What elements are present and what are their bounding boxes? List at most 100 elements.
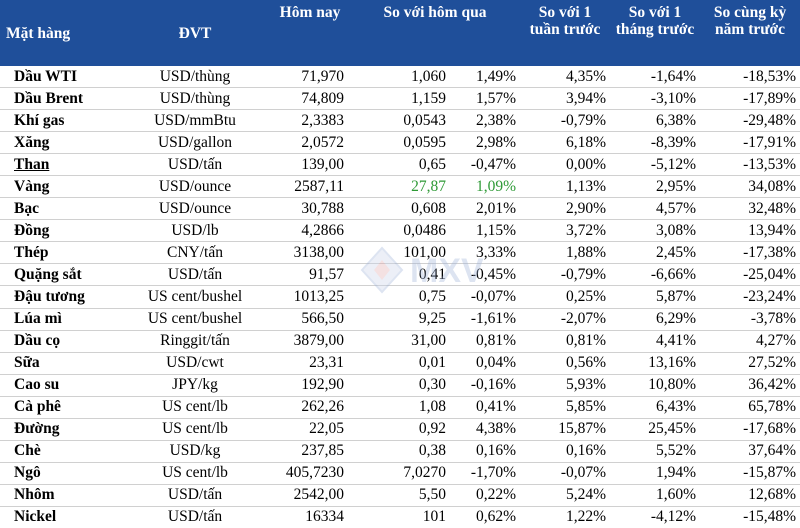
cell-unit: USD/thùng [120, 87, 270, 110]
cell-today: 237,85 [270, 439, 350, 463]
cell-unit: US cent/lb [120, 395, 270, 419]
table-row: Bạc USD/ounce 30,788 0,608 2,01% 2,90% 4,57% 32… [0, 197, 800, 220]
header-vs-yesterday[interactable]: So với hôm qua [350, 0, 521, 66]
cell-year: -17,38% [700, 241, 800, 264]
cell-change-pct: 1,57% [450, 87, 521, 110]
cell-change-pct: 0,62% [450, 505, 521, 528]
header-vs-month[interactable]: So với 1 tháng trước [610, 0, 701, 66]
cell-change: 1,060 [411, 67, 446, 85]
cell-change: 1,08 [350, 395, 450, 419]
cell-month: 6,29% [610, 307, 701, 331]
cell-item: Chè [0, 439, 120, 463]
cell-item: Cà phê [0, 395, 120, 419]
cell-month: -6,66% [610, 263, 701, 286]
cell-month: -1,64% [650, 67, 697, 85]
cell-change-pct: 0,41% [450, 395, 521, 419]
cell-week: 4,35% [565, 67, 607, 85]
cell-week: 5,93% [520, 373, 611, 397]
cell-year: 37,64% [700, 439, 800, 463]
cell-week: 1,88% [520, 241, 611, 264]
cell-item: Cao su [0, 373, 120, 397]
cell-item: Khí gas [0, 109, 120, 132]
header-vs-year[interactable]: So cùng kỳ năm trước [700, 0, 800, 66]
cell-unit: USD/gallon [120, 131, 270, 154]
cell-week: 0,81% [520, 329, 611, 353]
header-unit[interactable]: ĐVT [120, 0, 270, 66]
cell-week: 0,16% [520, 439, 611, 463]
cell-today: 91,57 [270, 263, 350, 286]
cell-month: 6,43% [610, 395, 701, 419]
cell-unit: USD/tấn [120, 263, 270, 286]
header-vs-week[interactable]: So với 1 tuần trước [520, 0, 611, 66]
cell-change: 0,01 [350, 351, 450, 375]
header-row: Mặt hàng ĐVT Hôm nay So với hôm qua So v… [0, 0, 800, 66]
cell-year: -17,68% [700, 417, 800, 441]
table-body: Dầu WTI USD/thùng 71,970 1,060 1,49% 4,35% -1,… [0, 66, 800, 528]
cell-item: Dầu cọ [0, 329, 120, 353]
cell-change: 7,0270 [350, 461, 450, 485]
table-header: Mặt hàng ĐVT Hôm nay So với hôm qua So v… [0, 0, 800, 66]
cell-unit: US cent/bushel [120, 285, 270, 309]
cell-unit: US cent/bushel [120, 307, 270, 331]
cell-week: 3,72% [520, 219, 611, 242]
cell-week: 1,13% [520, 175, 611, 198]
cell-change-pct: 0,16% [450, 439, 521, 463]
cell-unit: Ringgit/tấn [120, 329, 270, 353]
cell-today: 2542,00 [270, 483, 350, 507]
cell-change: 0,30 [350, 373, 450, 397]
cell-today: 71,970 [301, 67, 344, 85]
cell-year: -23,24% [700, 285, 800, 309]
cell-week: -0,07% [520, 461, 611, 485]
header-item[interactable]: Mặt hàng [0, 0, 120, 66]
table-row: Quặng sắt USD/tấn 91,57 0,41 -0,45% -0,79% -6,… [0, 263, 800, 286]
table-row: Đậu tương US cent/bushel 1013,25 0,75 -0,07%… [0, 285, 800, 309]
cell-month: 13,16% [610, 351, 701, 375]
cell-today: 23,31 [270, 351, 350, 375]
cell-today: 30,788 [270, 197, 350, 220]
cell-item: Dầu WTI [14, 67, 78, 85]
cell-change: 0,92 [350, 417, 450, 441]
cell-change-pct: -1,61% [450, 307, 521, 331]
cell-item: Xăng [0, 131, 120, 154]
cell-change: 0,65 [350, 153, 450, 176]
cell-week: -0,79% [520, 109, 611, 132]
table-row: Đường US cent/lb 22,05 0,92 4,38% 15,87% 25,45… [0, 417, 800, 441]
cell-change-pct: 4,38% [450, 417, 521, 441]
cell-today: 2587,11 [270, 175, 350, 198]
cell-month: 25,45% [610, 417, 701, 441]
table-row: Than USD/tấn 139,00 0,65 -0,47% 0,00% -5,12% -1… [0, 153, 800, 176]
cell-month: 5,52% [610, 439, 701, 463]
cell-year: -3,78% [700, 307, 800, 331]
cell-item: Đường [0, 417, 120, 441]
cell-today: 3879,00 [270, 329, 350, 353]
table-row: Cà phê US cent/lb 262,26 1,08 0,41% 5,85% 6,43… [0, 395, 800, 419]
cell-year: 32,48% [700, 197, 800, 220]
cell-today: 2,3383 [270, 109, 350, 132]
cell-month: 5,87% [610, 285, 701, 309]
cell-month: 1,60% [610, 483, 701, 507]
table-row: Dầu Brent USD/thùng 74,809 1,159 1,57% 3,94% -… [0, 87, 800, 110]
cell-change: 0,75 [350, 285, 450, 309]
cell-unit: USD/kg [120, 439, 270, 463]
cell-month: -8,39% [610, 131, 701, 154]
cell-change-pct: 0,81% [450, 329, 521, 353]
cell-today: 139,00 [270, 153, 350, 176]
table-row: Thép CNY/tấn 3138,00 101,00 3,33% 1,88% 2,45% -… [0, 241, 800, 264]
table-row: Ngô US cent/lb 405,7230 7,0270 -1,70% -0,07% 1… [0, 461, 800, 485]
table-row: Sữa USD/cwt 23,31 0,01 0,04% 0,56% 13,16% 27,52… [0, 351, 800, 375]
cell-week: -2,07% [520, 307, 611, 331]
cell-month: 2,95% [610, 175, 701, 198]
cell-unit: USD/lb [120, 219, 270, 242]
table-row: Vàng USD/ounce 2587,11 27,87 1,09% 1,13% 2,95%… [0, 175, 800, 198]
cell-week: 0,00% [520, 153, 611, 176]
cell-item: Thép [0, 241, 120, 264]
cell-change: 101 [350, 505, 450, 528]
table-row: Đồng USD/lb 4,2866 0,0486 1,15% 3,72% 3,08% 13,… [0, 219, 800, 242]
table-row: Dầu WTI USD/thùng 71,970 1,060 1,49% 4,35% -1,… [0, 66, 800, 88]
cell-month: 4,57% [610, 197, 701, 220]
header-today[interactable]: Hôm nay [270, 0, 350, 66]
cell-year: 65,78% [700, 395, 800, 419]
cell-month: 2,45% [610, 241, 701, 264]
cell-change: 5,50 [350, 483, 450, 507]
cell-year: -25,04% [700, 263, 800, 286]
